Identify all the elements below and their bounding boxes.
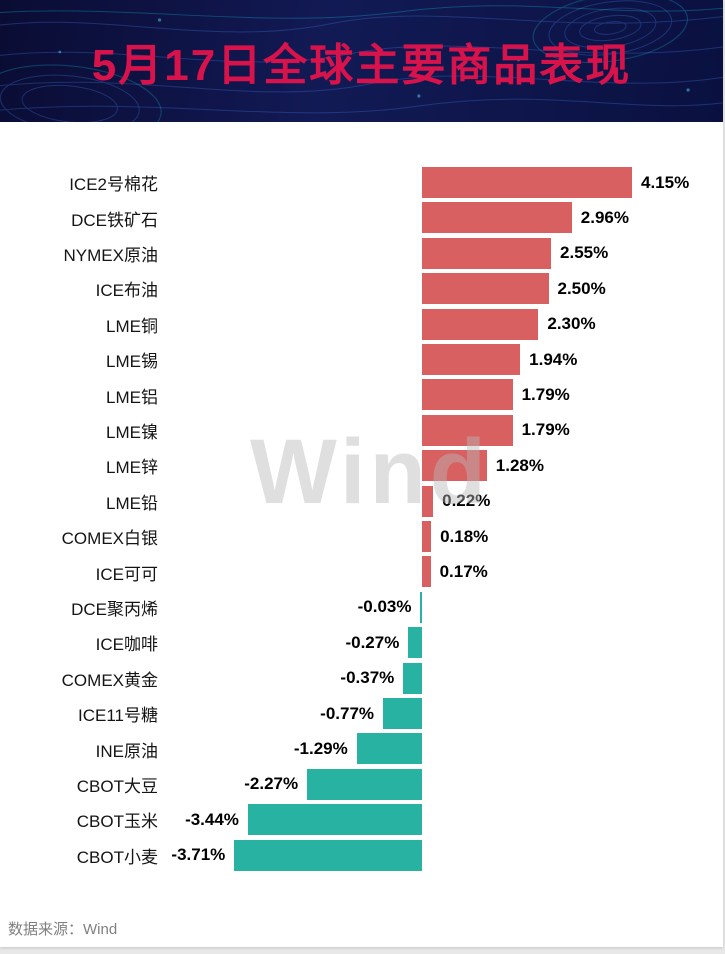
value-label: 4.15%	[640, 172, 690, 192]
page-title: 5月17日全球主要商品表现	[91, 41, 632, 90]
chart-row: COMEX白银 0.18%	[0, 519, 723, 554]
category-label: NYMEX原油	[63, 245, 158, 265]
decorative-contour-lines	[0, 0, 723, 122]
chart-row: LME铜 2.30%	[0, 307, 723, 342]
category-label: COMEX白银	[61, 529, 158, 549]
chart-row: CBOT小麦 -3.71%	[0, 838, 723, 873]
chart-row: ICE2号棉花 4.15%	[0, 165, 723, 200]
chart-row: LME铝 1.79%	[0, 377, 723, 412]
chart-row: LME镍 1.79%	[0, 413, 723, 448]
chart-row: ICE咖啡 -0.27%	[0, 625, 723, 660]
value-label: 0.22%	[442, 491, 491, 511]
value-label: 0.17%	[439, 562, 488, 582]
category-label: INE原油	[95, 741, 158, 761]
category-label: LME镍	[106, 422, 158, 442]
chart-row: COMEX黄金 -0.37%	[0, 661, 723, 696]
value-label: -0.03%	[357, 597, 412, 617]
negative-bar	[356, 733, 422, 765]
positive-bar	[422, 556, 431, 588]
category-label: CBOT玉米	[76, 812, 158, 832]
positive-bar	[422, 485, 434, 517]
value-label: 2.96%	[580, 208, 629, 228]
value-label: 1.94%	[529, 349, 578, 369]
chart-row: LME锌 1.28%	[0, 448, 723, 483]
negative-bar	[408, 627, 422, 659]
value-label: 2.55%	[560, 243, 609, 263]
value-label: -1.29%	[293, 739, 348, 759]
category-label: LME铜	[106, 316, 158, 336]
value-label: -0.37%	[340, 668, 395, 688]
category-label: DCE铁矿石	[71, 210, 158, 230]
chart-row: ICE可可 0.17%	[0, 554, 723, 589]
chart-row: DCE铁矿石 2.96%	[0, 200, 723, 235]
category-label: DCE聚丙烯	[71, 599, 158, 619]
footer: 数据来源：Wind	[8, 918, 117, 939]
category-label: ICE2号棉花	[69, 175, 158, 195]
value-label: 1.79%	[521, 385, 570, 405]
chart-row: LME铅 0.22%	[0, 484, 723, 519]
chart-row: INE原油 -1.29%	[0, 731, 723, 766]
value-label: -2.27%	[244, 774, 299, 794]
positive-bar	[422, 237, 552, 269]
negative-bar	[307, 768, 422, 800]
chart-row: CBOT玉米 -3.44%	[0, 802, 723, 837]
positive-bar	[422, 379, 513, 411]
category-label: ICE布油	[95, 281, 158, 301]
chart-row: ICE布油 2.50%	[0, 271, 723, 306]
data-source-label: 数据来源：Wind	[8, 921, 118, 938]
value-label: 0.18%	[440, 526, 489, 546]
negative-bar	[420, 591, 422, 623]
category-label: ICE可可	[95, 564, 158, 584]
category-label: LME铝	[106, 387, 158, 407]
positive-bar	[422, 202, 572, 234]
category-label: CBOT小麦	[76, 847, 158, 867]
negative-bar	[383, 698, 422, 729]
bar-chart: ICE2号棉花 4.15% DCE铁矿石 2.96% NYMEX原油 2.55% ICE布油…	[0, 165, 723, 875]
negative-bar	[234, 839, 422, 871]
value-label: 1.28%	[495, 455, 544, 475]
category-label: ICE11号糖	[78, 706, 158, 726]
positive-bar	[422, 308, 539, 340]
category-label: CBOT大豆	[76, 776, 158, 796]
category-label: LME锌	[106, 458, 158, 478]
header-banner: 5月17日全球主要商品表现	[0, 0, 723, 122]
category-label: LME铅	[106, 493, 158, 513]
category-label: LME锡	[106, 352, 158, 372]
positive-bar	[422, 414, 513, 446]
value-label: -0.27%	[345, 632, 400, 652]
category-label: ICE咖啡	[95, 635, 158, 655]
chart-row: DCE聚丙烯 -0.03%	[0, 590, 723, 625]
value-label: -3.44%	[185, 809, 239, 829]
category-label: COMEX黄金	[61, 670, 158, 690]
positive-bar	[422, 167, 632, 198]
positive-bar	[422, 344, 521, 375]
chart-row: CBOT大豆 -2.27%	[0, 767, 723, 802]
value-label: 2.50%	[557, 278, 606, 298]
value-label: -3.71%	[171, 845, 226, 865]
negative-bar	[403, 662, 422, 694]
positive-bar	[422, 273, 549, 305]
negative-bar	[247, 804, 422, 836]
positive-bar	[422, 450, 487, 482]
value-label: 1.79%	[521, 420, 570, 440]
chart-row: LME锡 1.94%	[0, 342, 723, 377]
positive-bar	[422, 521, 432, 552]
value-label: 2.30%	[547, 314, 596, 334]
chart-row: NYMEX原油 2.55%	[0, 236, 723, 271]
value-label: -0.77%	[320, 703, 375, 723]
chart-row: ICE11号糖 -0.77%	[0, 696, 723, 731]
